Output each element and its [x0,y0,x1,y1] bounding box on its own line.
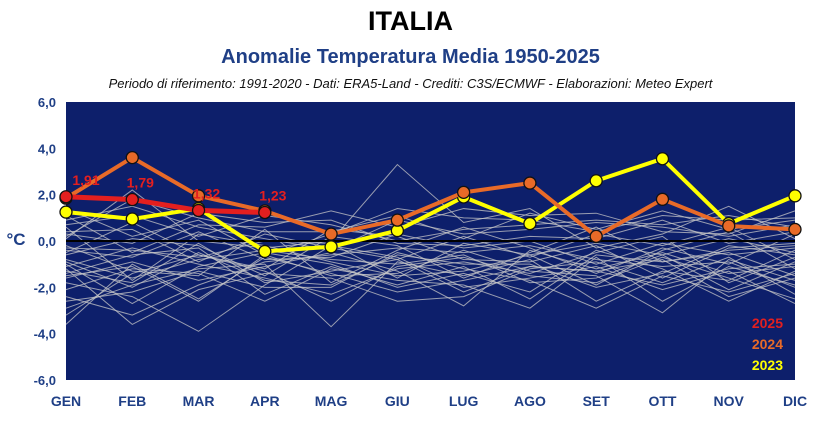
series-line-2024 [64,155,796,239]
x-tick-label: MAR [183,393,215,409]
historical-series-line [65,249,796,328]
data-point-2025 [191,203,206,218]
y-tick-label: 2,0 [38,188,56,203]
data-point-2024 [589,229,603,244]
data-point-2024 [655,192,670,206]
x-tick-label: DIC [783,393,807,409]
x-tick-label: FEB [118,393,146,409]
data-point-2023 [655,152,670,166]
data-point-2023 [523,216,537,231]
data-point-2025 [125,192,139,207]
legend-entry-2025: 2025 [752,315,783,331]
historical-series-line [65,212,796,247]
y-tick-label: -6,0 [34,373,56,388]
data-point-2024 [191,189,206,203]
historical-series-line [65,215,796,242]
legend-entry-2024: 2024 [752,336,783,352]
y-tick-label: -4,0 [34,327,56,342]
x-tick-label: GEN [51,393,81,409]
y-tick-label: 0,0 [38,234,56,249]
y-tick-label: -2,0 [34,280,56,295]
x-tick-label: AGO [514,393,546,409]
y-tick-label: 4,0 [38,141,56,156]
y-tick-label: 6,0 [38,95,56,110]
data-point-2025 [258,205,272,220]
data-point-2024 [390,213,405,227]
historical-series-line [65,238,796,279]
x-tick-label: GIU [385,393,410,409]
data-label-2025: 1,23 [259,188,286,204]
data-point-2023 [788,189,802,203]
chart-title: ITALIA [368,6,453,36]
data-label-2025: 1,91 [72,172,99,188]
x-tick-label: OTT [648,393,676,409]
data-point-2023 [59,205,73,219]
x-tick-label: SET [583,393,611,409]
data-point-2025 [59,190,73,204]
data-point-2024 [456,185,471,200]
chart-credits: Periodo di riferimento: 1991-2020 - Dati… [108,76,713,91]
y-axis-unit: °C [6,230,25,249]
x-tick-label: NOV [714,393,745,409]
data-point-2024 [125,150,139,165]
legend-entry-2023: 2023 [752,357,783,373]
data-point-2024 [722,219,736,233]
data-label-2025: 1,32 [193,185,220,201]
historical-series-line [65,256,796,325]
historical-series-line [65,235,796,295]
data-point-2023 [258,244,272,259]
x-tick-label: APR [250,393,280,409]
historical-series-line [65,208,796,254]
data-label-2025: 1,79 [127,175,154,191]
historical-series-line [65,249,796,307]
x-tick-label: MAG [315,393,348,409]
x-tick-label: LUG [449,393,479,409]
historical-series-line [65,242,796,293]
data-point-2023 [125,212,139,226]
series-line-2025 [65,194,265,216]
historical-series-line [65,245,796,332]
data-point-2023 [589,174,603,188]
data-point-2024 [788,222,802,237]
data-point-2023 [324,240,338,254]
historical-series-line [65,198,796,240]
chart-subtitle: Anomalie Temperatura Media 1950-2025 [221,46,600,68]
historical-series-line [65,249,796,305]
historical-series-line [65,249,796,314]
data-point-2024 [324,227,338,241]
data-point-2024 [523,176,537,190]
